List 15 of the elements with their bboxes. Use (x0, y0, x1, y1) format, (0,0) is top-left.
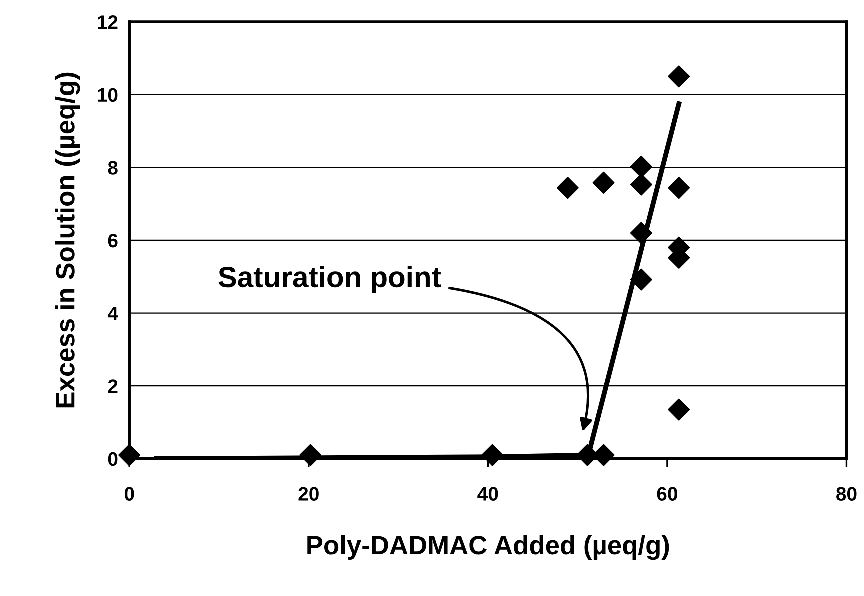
y-tick-label: 4 (108, 306, 118, 320)
x-tick-label: 60 (657, 487, 678, 501)
y-tick-label: 2 (108, 380, 118, 394)
y-tick-label: 8 (108, 161, 118, 175)
x-tick-label: 0 (124, 487, 134, 501)
y-tick-label: 6 (108, 234, 118, 248)
y-tick-label: 0 (108, 452, 118, 466)
x-axis-title: Poly-DADMAC Added (µeq/g) (308, 535, 670, 560)
y-axis-title: Excess in Solution ((µeq/g) (55, 72, 80, 408)
annotation: Saturation point (218, 266, 442, 294)
x-tick-label: 80 (836, 487, 857, 501)
y-tick-label: 12 (98, 16, 118, 30)
y-tick-label: 10 (98, 88, 118, 102)
x-tick-label: 40 (478, 487, 498, 501)
x-tick-label: 20 (298, 487, 319, 501)
